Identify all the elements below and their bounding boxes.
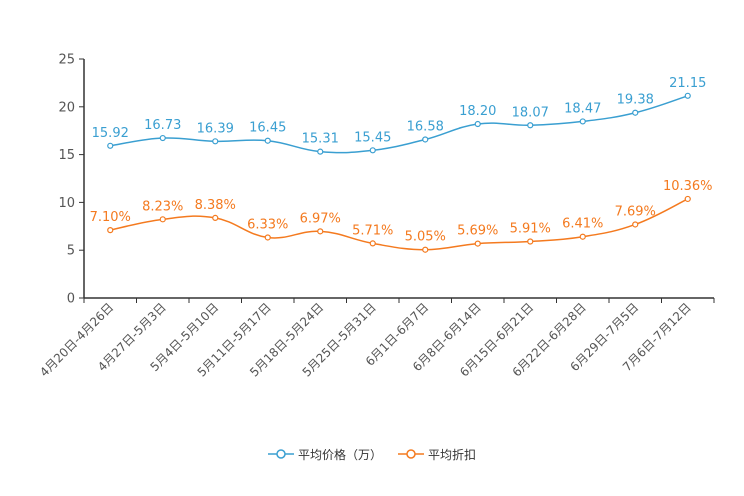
data-point <box>684 92 691 99</box>
data-point <box>422 246 429 253</box>
data-label: 15.92 <box>92 126 129 141</box>
data-label: 18.20 <box>459 104 496 119</box>
series-points <box>107 92 691 253</box>
data-label: 7.10% <box>90 210 131 225</box>
data-point <box>159 134 166 142</box>
data-label: 8.38% <box>195 198 236 213</box>
data-point <box>632 221 639 228</box>
series-data-labels: 15.92 16.73 16.39 16.45 15.31 15.45 16.58 18.20… <box>90 76 713 245</box>
y-tick-label: 5 <box>67 244 75 259</box>
legend-item-price[interactable]: 平均价格（万） <box>267 446 382 463</box>
data-label: 6.97% <box>300 211 341 226</box>
data-point <box>632 109 639 116</box>
data-point <box>212 138 219 145</box>
data-point <box>264 137 271 144</box>
data-label: 18.47 <box>564 101 601 116</box>
legend-label-price: 平均价格（万） <box>297 447 382 462</box>
data-point <box>684 195 691 203</box>
data-point <box>527 122 534 129</box>
data-label: 8.23% <box>142 199 183 214</box>
data-point <box>159 216 166 223</box>
line-chart: 0 5 10 15 20 25 4月20日-4月26日4月27日-5月3日5月4日-5月1… <box>37 53 715 380</box>
data-point <box>107 142 114 149</box>
data-point <box>317 148 324 155</box>
data-label: 5.05% <box>405 230 446 245</box>
data-label: 5.71% <box>352 223 393 238</box>
data-label: 7.69% <box>615 204 656 219</box>
data-point <box>317 228 324 235</box>
series-lines <box>110 95 689 251</box>
y-tick-label: 25 <box>58 53 75 68</box>
data-point <box>579 118 586 125</box>
data-label: 16.73 <box>144 118 181 133</box>
data-label: 18.07 <box>512 105 549 120</box>
series-line-1 <box>110 198 689 251</box>
y-tick-label: 10 <box>58 196 75 211</box>
y-tick-label: 0 <box>67 292 75 307</box>
series-line-0 <box>110 95 688 154</box>
legend-item-discount[interactable]: 平均折扣 <box>398 446 476 463</box>
data-label: 6.33% <box>247 217 288 232</box>
data-point <box>474 120 481 128</box>
data-point <box>369 240 376 247</box>
data-label: 6.41% <box>562 217 603 232</box>
legend-marker-discount-icon <box>398 449 424 459</box>
data-label: 15.31 <box>302 132 339 147</box>
chart-legend: 平均价格（万） 平均折扣 <box>0 444 744 464</box>
y-axis-ticks: 0 5 10 15 20 25 <box>58 53 84 307</box>
data-point <box>264 234 271 241</box>
data-label: 21.15 <box>669 76 706 91</box>
legend-label-discount: 平均折扣 <box>428 447 477 462</box>
data-point <box>107 227 114 234</box>
data-label: 10.36% <box>663 179 713 194</box>
data-point <box>212 214 219 221</box>
data-point <box>527 238 534 245</box>
data-label: 16.45 <box>249 121 286 136</box>
x-axis-ticks: 4月20日-4月26日4月27日-5月3日5月4日-5月10日5月11日-5月1… <box>37 298 715 380</box>
data-label: 15.45 <box>354 130 391 145</box>
data-label: 16.39 <box>197 121 234 136</box>
data-point <box>369 147 376 154</box>
data-label: 16.58 <box>407 119 444 134</box>
data-point <box>422 136 429 143</box>
y-tick-label: 20 <box>58 100 75 115</box>
y-tick-label: 15 <box>58 148 75 163</box>
data-point <box>474 240 481 247</box>
data-point <box>579 233 586 240</box>
data-label: 19.38 <box>617 93 654 108</box>
legend-marker-price-icon <box>267 449 294 459</box>
data-label: 5.91% <box>510 222 551 237</box>
data-label: 5.69% <box>457 224 498 239</box>
